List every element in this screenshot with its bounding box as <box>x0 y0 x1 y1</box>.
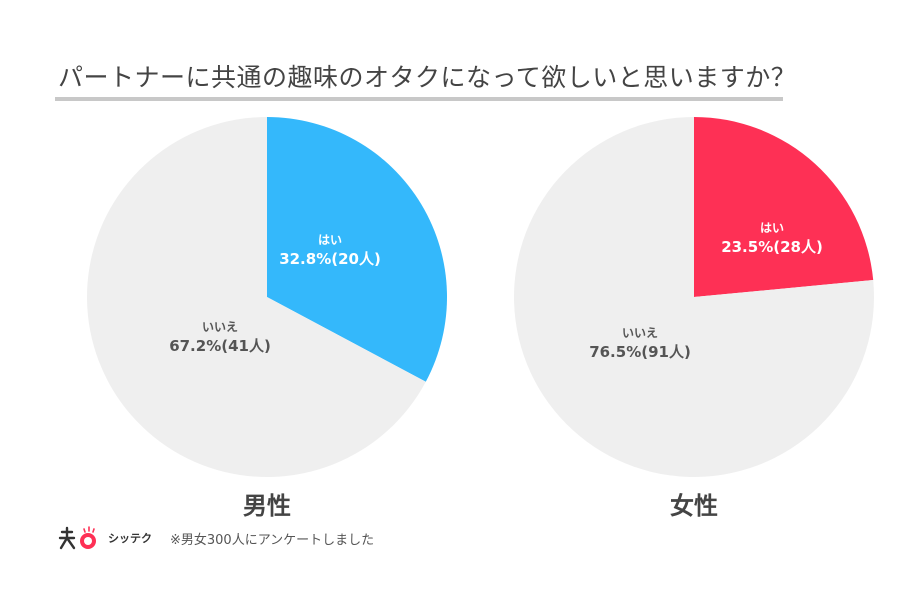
pie-value-label-female-no: 76.5%(91人) <box>589 343 691 361</box>
pie-title-female: 女性 <box>670 492 718 520</box>
pie-value-label-male-yes: 32.8%(20人) <box>279 250 381 268</box>
title-underline <box>55 97 783 101</box>
pie-category-label-female-yes: はい <box>760 221 784 235</box>
pie-category-label-male-no: いいえ <box>202 320 238 334</box>
brand-name: シッテク <box>108 532 152 545</box>
pie-slice-female-yes <box>694 117 874 297</box>
pie-slice-male-yes <box>267 117 447 382</box>
pie-chart-female: はい 23.5%(28人) いいえ 76.5%(91人) <box>513 117 875 477</box>
pie-value-label-male-no: 67.2%(41人) <box>169 337 271 355</box>
chart-title: パートナーに共通の趣味のオタクになって欲しいと思いますか？ <box>58 63 797 92</box>
shittech-logo-icon <box>58 526 96 550</box>
footer: シッテク ※男女300人にアンケートしました <box>58 524 374 552</box>
pie-category-label-male-yes: はい <box>318 233 342 247</box>
pie-slice-male-no <box>87 117 426 477</box>
survey-note: ※男女300人にアンケートしました <box>170 532 375 548</box>
pie-title-male: 男性 <box>243 492 291 520</box>
pie-chart-male: はい 32.8%(20人) いいえ 67.2%(41人) <box>87 117 447 477</box>
pie-slice-female-no <box>513 117 875 477</box>
pie-category-label-female-no: いいえ <box>622 326 658 340</box>
pie-value-label-female-yes: 23.5%(28人) <box>721 238 823 256</box>
